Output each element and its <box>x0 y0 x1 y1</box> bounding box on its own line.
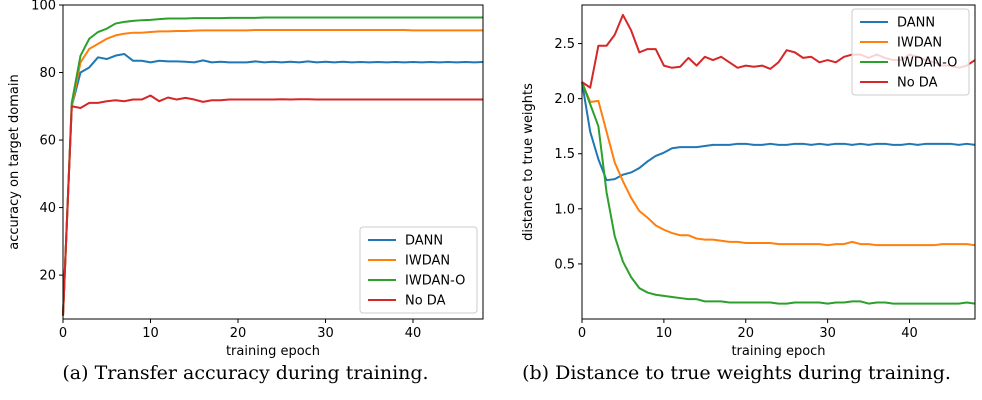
y-tick-label: 100 <box>31 0 56 14</box>
chart-panel-accuracy: 0 10 20 30 40 20 40 60 80 100 training epoch accura… <box>7 0 484 384</box>
legend-box <box>851 8 970 96</box>
distance-chart: 0 10 20 30 40 0.5 1.0 1.5 2.0 2.5 training epoch di… <box>521 4 976 359</box>
series-line-iwdan <box>581 81 976 247</box>
series-line-iwdan <box>62 28 483 316</box>
plot-frame <box>62 4 484 320</box>
y-tick-label: 2.5 <box>554 37 575 52</box>
chart-caption: (a) Transfer accuracy during training. <box>62 362 429 384</box>
legend-label: IWDAN-O <box>897 56 957 71</box>
x-tick-label: 0 <box>578 326 586 341</box>
legend-label: DANN <box>897 16 935 31</box>
x-axis-label: training epoch <box>731 344 825 359</box>
chart-caption: (b) Distance to true weights during trai… <box>522 362 951 384</box>
legend-label: No DA <box>405 294 446 309</box>
plot-frame <box>581 4 976 320</box>
series-line-no-da <box>62 94 483 316</box>
legend-label: IWDAN <box>897 36 942 51</box>
y-axis-label: accuracy on target domain <box>7 74 22 249</box>
y-tick-label: 60 <box>39 134 56 149</box>
legend-label: DANN <box>405 234 443 249</box>
y-tick-label: 20 <box>39 269 56 284</box>
series-line-dann <box>581 81 976 182</box>
y-tick-label: 0.5 <box>554 257 575 272</box>
chart-panel-distance: 0 10 20 30 40 0.5 1.0 1.5 2.0 2.5 training epoch di… <box>491 0 982 400</box>
x-tick-label: 40 <box>901 326 918 341</box>
series-line-dann <box>62 52 484 316</box>
series-line-iwdan-o <box>581 81 976 305</box>
y-tick-label: 40 <box>39 201 56 216</box>
series-line-iwdan-o <box>62 16 483 316</box>
x-tick-label: 20 <box>737 326 754 341</box>
legend: DANN IWDAN IWDAN-O No DA <box>851 8 970 96</box>
x-tick-label: 20 <box>230 326 247 341</box>
y-tick-label: 1.0 <box>554 202 575 217</box>
legend-label: IWDAN-O <box>405 274 465 289</box>
x-tick-label: 40 <box>405 326 422 341</box>
y-tick-label: 2.0 <box>554 92 575 107</box>
x-tick-label: 10 <box>142 326 159 341</box>
accuracy-chart: 0 10 20 30 40 20 40 60 80 100 training epoch accura… <box>7 0 484 359</box>
legend-label: No DA <box>897 76 938 91</box>
x-axis-label: training epoch <box>226 344 320 359</box>
x-tick-label: 0 <box>59 326 67 341</box>
y-tick-label: 80 <box>39 66 56 81</box>
x-tick-label: 10 <box>656 326 673 341</box>
x-tick-label: 30 <box>317 326 334 341</box>
legend: DANN IWDAN IWDAN-O No DA <box>359 226 478 314</box>
x-tick-label: 30 <box>819 326 836 341</box>
legend-box <box>359 226 478 314</box>
y-axis-label: distance to true weights <box>521 83 536 241</box>
legend-label: IWDAN <box>405 254 450 269</box>
y-tick-label: 1.5 <box>554 147 575 162</box>
